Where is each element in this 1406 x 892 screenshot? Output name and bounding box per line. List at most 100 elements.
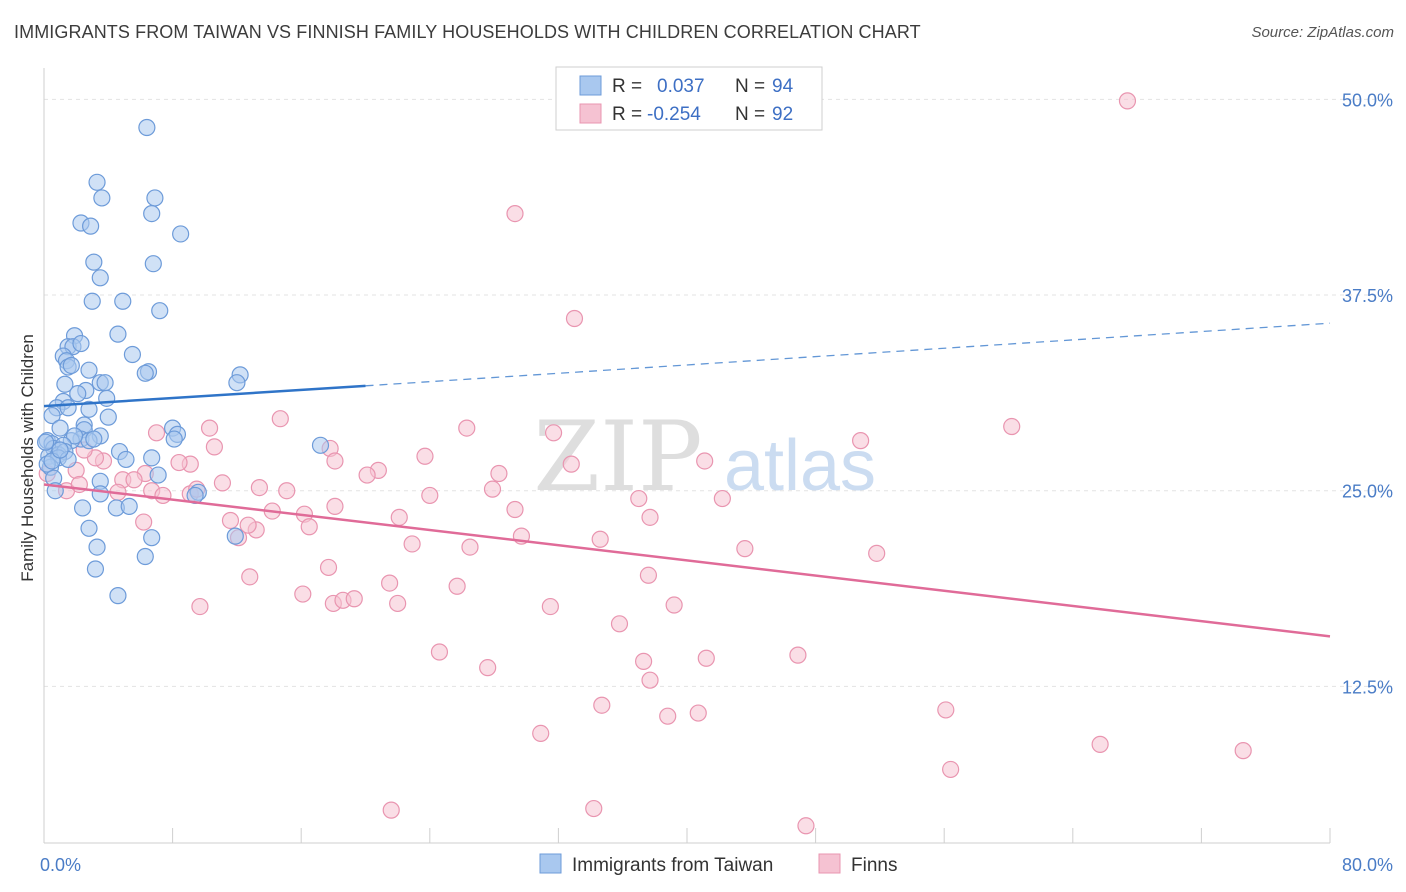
series-legend-swatch-taiwan <box>539 853 562 874</box>
taiwan-point-10 <box>91 269 109 287</box>
finns-point-74 <box>937 701 955 719</box>
series-legend-label-taiwan: Immigrants from Taiwan <box>572 855 773 876</box>
finns-point-69 <box>697 649 715 667</box>
finns-point-72 <box>641 671 659 689</box>
taiwan-point-49 <box>65 427 84 445</box>
finns-point-13 <box>326 452 344 470</box>
taiwan-point-66 <box>149 466 167 484</box>
finns-point-29 <box>250 478 269 497</box>
taiwan-point-77 <box>80 519 98 537</box>
finns-point-38 <box>326 497 344 515</box>
finns-point-65 <box>665 596 683 614</box>
finns-point-79 <box>1234 742 1252 760</box>
finns-point-44 <box>221 511 240 530</box>
y-tick-label-1: 25.0% <box>1342 482 1393 502</box>
finns-point-82 <box>585 799 603 818</box>
y-tick-label-2: 37.5% <box>1342 286 1393 306</box>
taiwan-point-6 <box>82 217 100 235</box>
finns-point-35 <box>154 486 172 505</box>
finns-point-26 <box>125 471 143 489</box>
finns-point-70 <box>634 652 653 670</box>
tick-labels: 12.5% 25.0% 37.5% 50.0% 0.0% 80.0% <box>40 90 1393 875</box>
finns-point-51 <box>736 540 754 558</box>
taiwan-point-37 <box>59 399 77 417</box>
taiwan-point-41 <box>51 419 69 437</box>
taiwan-point-61 <box>143 449 161 467</box>
taiwan-point-12 <box>114 292 132 310</box>
taiwan-point-3 <box>146 189 164 207</box>
legend-swatch-taiwan <box>579 75 602 96</box>
series-legend-swatch-finns <box>818 853 841 874</box>
y-axis-label: Family Households with Children <box>18 334 37 582</box>
taiwan-point-34 <box>98 389 116 407</box>
legend-n-label-taiwan: N = <box>735 76 765 97</box>
taiwan-point-84 <box>37 433 55 451</box>
finns-point-31 <box>630 489 648 508</box>
chart-source: Source: ZipAtlas.com <box>1251 24 1394 41</box>
taiwan-point-1 <box>88 173 106 191</box>
taiwan-point-9 <box>144 255 162 273</box>
taiwan-point-7 <box>172 225 190 243</box>
taiwan-point-26 <box>136 364 154 382</box>
finns-point-91 <box>278 482 296 500</box>
taiwan-point-40 <box>99 408 117 426</box>
taiwan-point-51 <box>165 430 183 448</box>
finns-point-10 <box>205 438 223 456</box>
finns-point-84 <box>300 518 318 536</box>
taiwan-point-8 <box>85 253 103 271</box>
finns-point-81 <box>382 801 400 819</box>
finns-point-30 <box>421 486 439 505</box>
finns-point-88 <box>170 453 188 472</box>
taiwan-point-2 <box>93 189 111 207</box>
finns-point-1 <box>506 205 524 223</box>
finns-point-8 <box>1003 417 1021 436</box>
finns-point-24 <box>213 474 232 492</box>
taiwan-point-86 <box>85 430 103 448</box>
finns-point-50 <box>591 530 609 548</box>
taiwan-point-78 <box>143 529 161 547</box>
taiwan-point-24 <box>80 361 98 379</box>
legend-swatch-finns <box>579 103 602 124</box>
legend-r-label-taiwan: R = <box>612 76 642 97</box>
taiwan-point-18 <box>72 334 90 353</box>
finns-point-3 <box>271 410 289 428</box>
finns-point-0 <box>1118 92 1137 110</box>
legend-n-value-finns: 92 <box>772 104 793 125</box>
taiwan-point-56 <box>311 436 330 454</box>
taiwan-trend-line <box>43 384 366 408</box>
finns-point-80 <box>942 760 960 779</box>
watermark-atlas: atlas <box>724 426 876 506</box>
finns-point-40 <box>641 508 659 526</box>
x-tick-label-0: 0.0% <box>40 855 81 875</box>
finns-point-2 <box>565 309 584 328</box>
taiwan-point-0 <box>138 118 156 137</box>
y-tick-label-0: 12.5% <box>1342 677 1393 697</box>
legend-n-label-finns: N = <box>735 104 765 125</box>
taiwan-trend-extension <box>365 322 1331 387</box>
legend-r-value-finns: -0.254 <box>647 104 701 125</box>
legend-n-value-taiwan: 94 <box>772 76 794 97</box>
taiwan-point-38 <box>80 400 98 418</box>
x-tick-label-1: 80.0% <box>1342 855 1393 875</box>
finns-point-18 <box>358 466 376 484</box>
taiwan-point-76 <box>226 527 244 545</box>
taiwan-point-73 <box>73 499 92 517</box>
finns-point-4 <box>200 419 219 437</box>
chart-title: IMMIGRANTS FROM TAIWAN VS FINNISH FAMILY… <box>14 22 921 42</box>
taiwan-point-71 <box>91 485 109 503</box>
finns-point-61 <box>345 590 363 608</box>
finns-point-39 <box>390 508 408 526</box>
taiwan-point-75 <box>120 497 138 515</box>
finns-point-62 <box>389 594 407 613</box>
taiwan-point-39 <box>43 406 61 425</box>
finns-point-57 <box>639 566 658 584</box>
taiwan-point-30 <box>96 374 114 392</box>
watermark-zip: ZIP <box>533 401 702 513</box>
finns-point-9 <box>544 424 563 442</box>
finns-point-33 <box>483 480 502 498</box>
finns-point-52 <box>868 544 886 562</box>
finns-point-67 <box>430 643 449 661</box>
watermark: ZIP atlas <box>533 401 876 513</box>
finns-point-53 <box>319 558 338 577</box>
